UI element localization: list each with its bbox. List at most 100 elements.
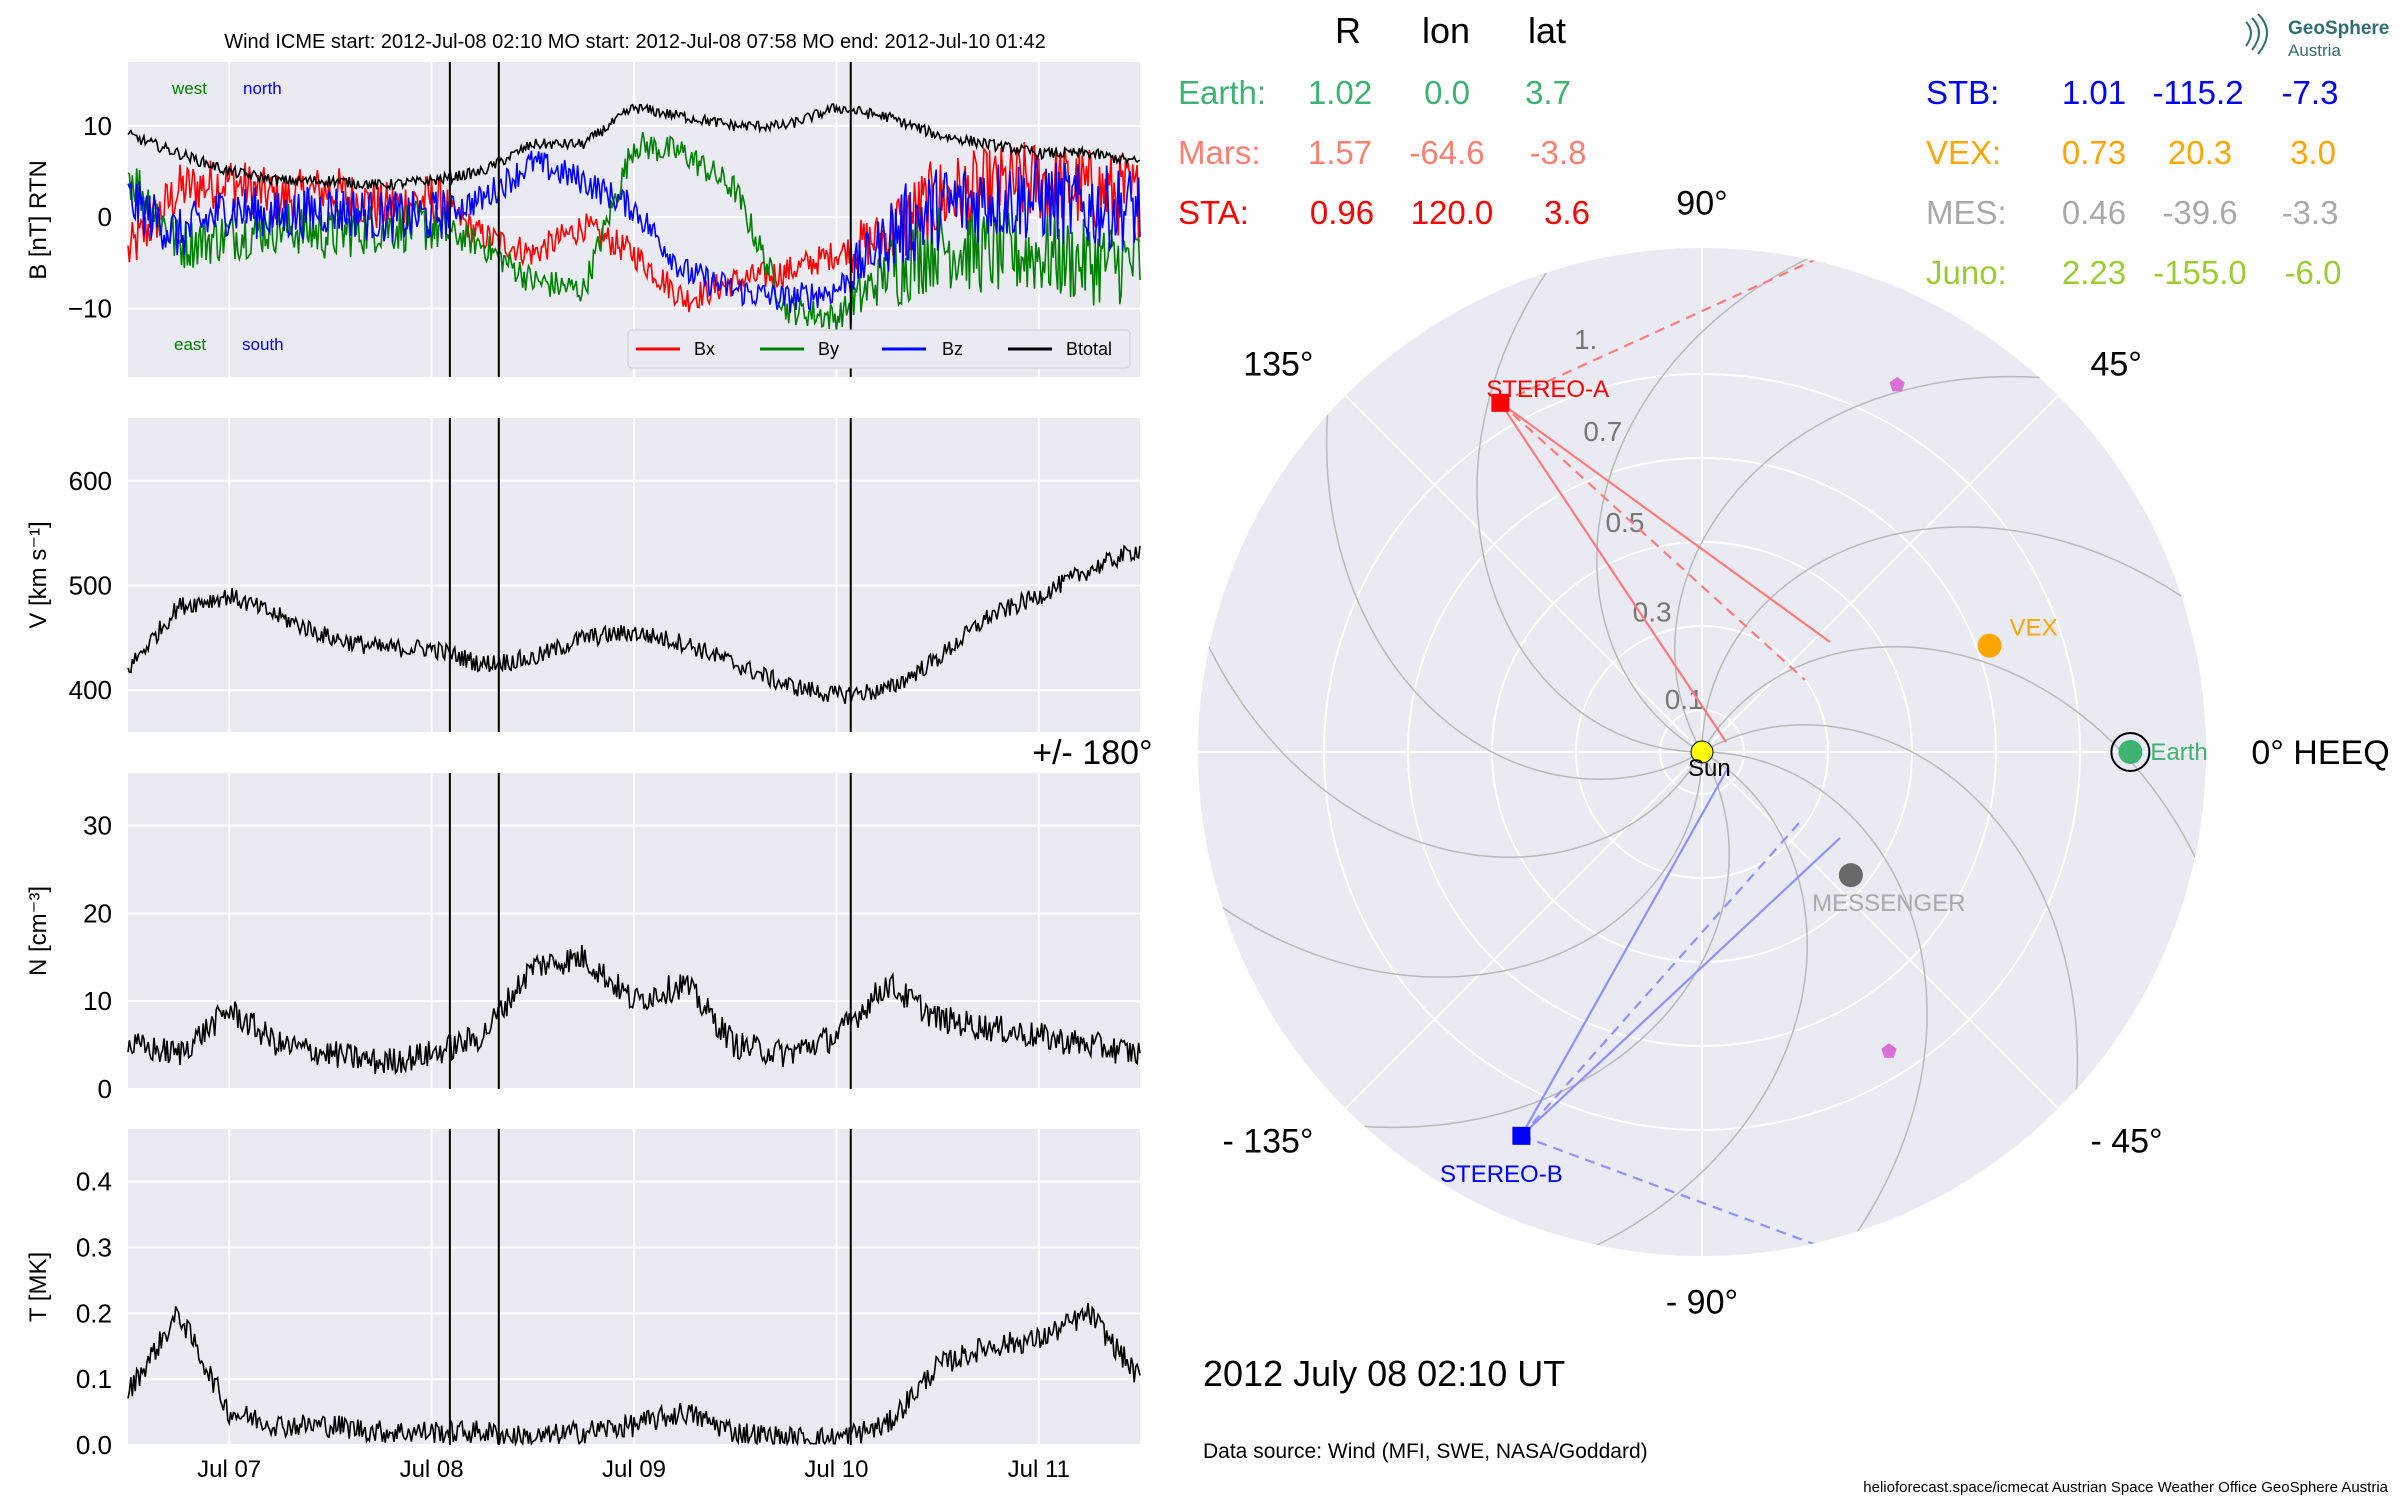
polar-angle-label: 135° bbox=[1243, 346, 1313, 384]
t-grid bbox=[128, 1129, 1140, 1446]
t-series bbox=[127, 1303, 1141, 1447]
marker-pentagon bbox=[1881, 1043, 1897, 1058]
stb-fov-line bbox=[1520, 837, 1841, 1137]
series-by bbox=[127, 131, 1141, 333]
parker-spiral bbox=[1198, 622, 1703, 858]
panel-v: V [km s⁻¹] 400 500 600 bbox=[25, 418, 1141, 732]
row-stb-label: STB: bbox=[1926, 74, 1999, 111]
sta-fov-line bbox=[1499, 402, 1727, 743]
parker-spiral bbox=[1572, 751, 1808, 1256]
t-ylabel: T [MK] bbox=[25, 1252, 52, 1322]
marker-vex bbox=[1977, 633, 2002, 658]
series-btotal bbox=[127, 102, 1141, 191]
parker-spiral bbox=[1674, 375, 2067, 753]
label-west: west bbox=[171, 79, 207, 98]
polar-angle-label: 0° HEEQ bbox=[2251, 734, 2389, 772]
y-tick-label: 0.3 bbox=[76, 1233, 112, 1263]
label-north: north bbox=[243, 79, 282, 98]
header-lon: lon bbox=[1422, 10, 1470, 51]
marker-stereo-a bbox=[1491, 393, 1510, 412]
b-ylabel: B [nT] RTN bbox=[25, 160, 52, 280]
row-vex-r: 0.73 bbox=[2062, 134, 2126, 171]
row-earth-label: Earth: bbox=[1178, 74, 1266, 111]
v-grid bbox=[128, 418, 1140, 732]
parker-spiral bbox=[1476, 249, 1702, 753]
polar-angle-label: - 90° bbox=[1666, 1283, 1738, 1321]
legend-box bbox=[627, 329, 1131, 369]
row-juno-lat: -6.0 bbox=[2285, 254, 2342, 291]
polar-spoke bbox=[1701, 751, 2060, 1110]
polar-angle-label: 90° bbox=[1676, 185, 1727, 223]
row-earth-lat: 3.7 bbox=[1525, 74, 1571, 111]
n-series bbox=[127, 945, 1141, 1076]
y-tick-label: 0.1 bbox=[76, 1364, 112, 1394]
polar-r-tick: 0.5 bbox=[1605, 507, 1644, 538]
geosphere-logo: GeoSphere Austria bbox=[2245, 13, 2389, 60]
row-vex-lat: 3.0 bbox=[2290, 134, 2336, 171]
header-lat: lat bbox=[1528, 10, 1566, 51]
stb-fov-line bbox=[1520, 821, 1801, 1137]
x-ticks: Jul 07 Jul 08 Jul 09 Jul 10 Jul 11 bbox=[197, 1456, 1070, 1483]
row-sta-label: STA: bbox=[1178, 194, 1249, 231]
polar-angle-label: - 135° bbox=[1222, 1122, 1313, 1160]
row-sta-lon: 120.0 bbox=[1411, 194, 1494, 231]
y-tick-label: −10 bbox=[68, 294, 112, 324]
series-t bbox=[127, 1303, 1141, 1447]
v-ylabel: V [km s⁻¹] bbox=[25, 521, 52, 628]
series-bz bbox=[127, 150, 1141, 313]
row-mes-label: MES: bbox=[1926, 194, 2007, 231]
y-tick-label: 10 bbox=[83, 111, 112, 141]
t-yticks: 0.0 0.1 0.2 0.3 0.4 bbox=[76, 1167, 112, 1460]
polar-spoke bbox=[1344, 751, 1703, 1110]
parker-spiral bbox=[1199, 752, 1703, 978]
y-tick-label: 600 bbox=[69, 466, 112, 496]
label-vex: VEX bbox=[2010, 615, 2058, 642]
parker-spiral bbox=[1596, 248, 1832, 753]
label-stereo-a: STEREO-A bbox=[1486, 376, 1609, 403]
n-yticks: 0 10 20 30 bbox=[83, 811, 112, 1104]
polar-spoke bbox=[1344, 394, 1703, 753]
parker-spiral bbox=[1702, 751, 1928, 1255]
row-mes-lon: -39.6 bbox=[2162, 194, 2237, 231]
sta-fov-line bbox=[1499, 401, 1831, 643]
row-juno-lon: -155.0 bbox=[2153, 254, 2247, 291]
label-messenger: MESSENGER bbox=[1812, 890, 1965, 917]
row-mars-label: Mars: bbox=[1178, 134, 1261, 171]
label-south: south bbox=[242, 335, 284, 354]
marker-sun bbox=[1690, 740, 1714, 764]
row-mars-lat: -3.8 bbox=[1530, 134, 1587, 171]
row-vex-lon: 20.3 bbox=[2168, 134, 2232, 171]
polar-angle-label: 45° bbox=[2090, 346, 2141, 384]
row-sta: STA: 0.96 120.0 3.6 bbox=[1178, 194, 1590, 231]
row-mes: MES: 0.46 -39.6 -3.3 bbox=[1926, 194, 2338, 231]
marker-earth bbox=[2118, 740, 2143, 764]
y-tick-label: 500 bbox=[69, 570, 112, 600]
row-stb: STB: 1.01 -115.2 -7.3 bbox=[1926, 74, 2338, 111]
sta-fov-line bbox=[1499, 402, 1806, 681]
panel-t: T [MK] 0.00.10.20.30.4 Jul 07 Jul 08 Jul 0… bbox=[25, 1129, 1141, 1483]
footer-credits: helioforecast.space/icmecat Austrian Spa… bbox=[1863, 1479, 2388, 1496]
row-stb-r: 1.01 bbox=[2062, 74, 2126, 111]
n-ylabel: N [cm⁻³] bbox=[25, 886, 52, 976]
label-sun: Sun bbox=[1688, 755, 1731, 782]
row-mars: Mars: 1.57 -64.6 -3.8 bbox=[1178, 134, 1586, 171]
earth-ring bbox=[2110, 732, 2151, 772]
stb-fov-line bbox=[1521, 1134, 1831, 1252]
polar-angle-label: - 45° bbox=[2090, 1122, 2162, 1160]
row-stb-lat: -7.3 bbox=[2282, 74, 2339, 111]
n-event-lines bbox=[448, 773, 852, 1089]
sta-fov-line bbox=[1499, 248, 2101, 404]
b-yticks: −10 0 10 bbox=[68, 111, 112, 324]
fov-lines bbox=[1499, 248, 2101, 1252]
row-earth-r: 1.02 bbox=[1308, 74, 1372, 111]
row-earth: Earth: 1.02 0.0 3.7 bbox=[1178, 74, 1571, 111]
t-event-lines bbox=[448, 1129, 852, 1445]
b-series bbox=[127, 102, 1141, 333]
x-tick-label: Jul 10 bbox=[804, 1456, 868, 1483]
b-event-lines bbox=[448, 62, 852, 377]
y-tick-label: 20 bbox=[83, 898, 112, 928]
legend-by-label: By bbox=[818, 339, 839, 359]
x-tick-label: Jul 08 bbox=[400, 1456, 464, 1483]
b-legend: Bx By Bz Btotal bbox=[627, 329, 1131, 369]
